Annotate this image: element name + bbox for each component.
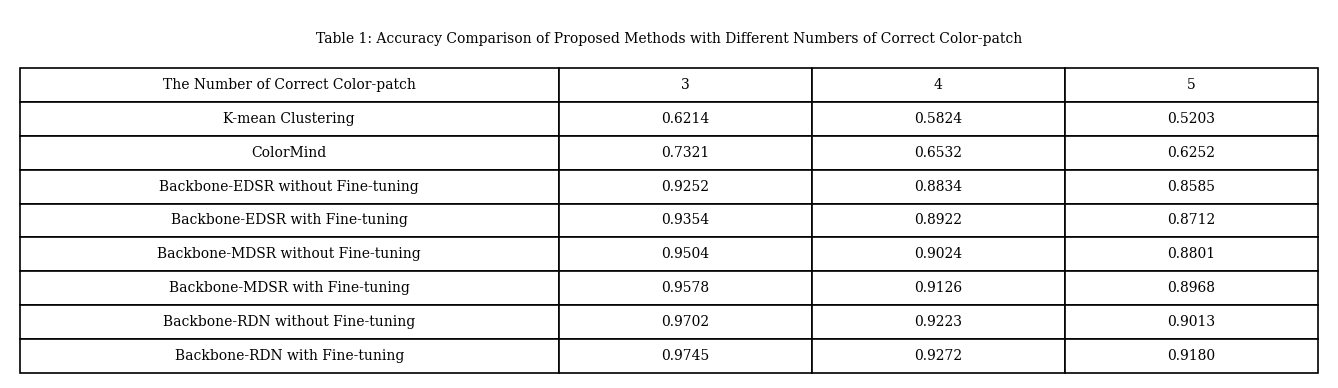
Text: Table 1: Accuracy Comparison of Proposed Methods with Different Numbers of Corre: Table 1: Accuracy Comparison of Proposed… (316, 33, 1022, 47)
